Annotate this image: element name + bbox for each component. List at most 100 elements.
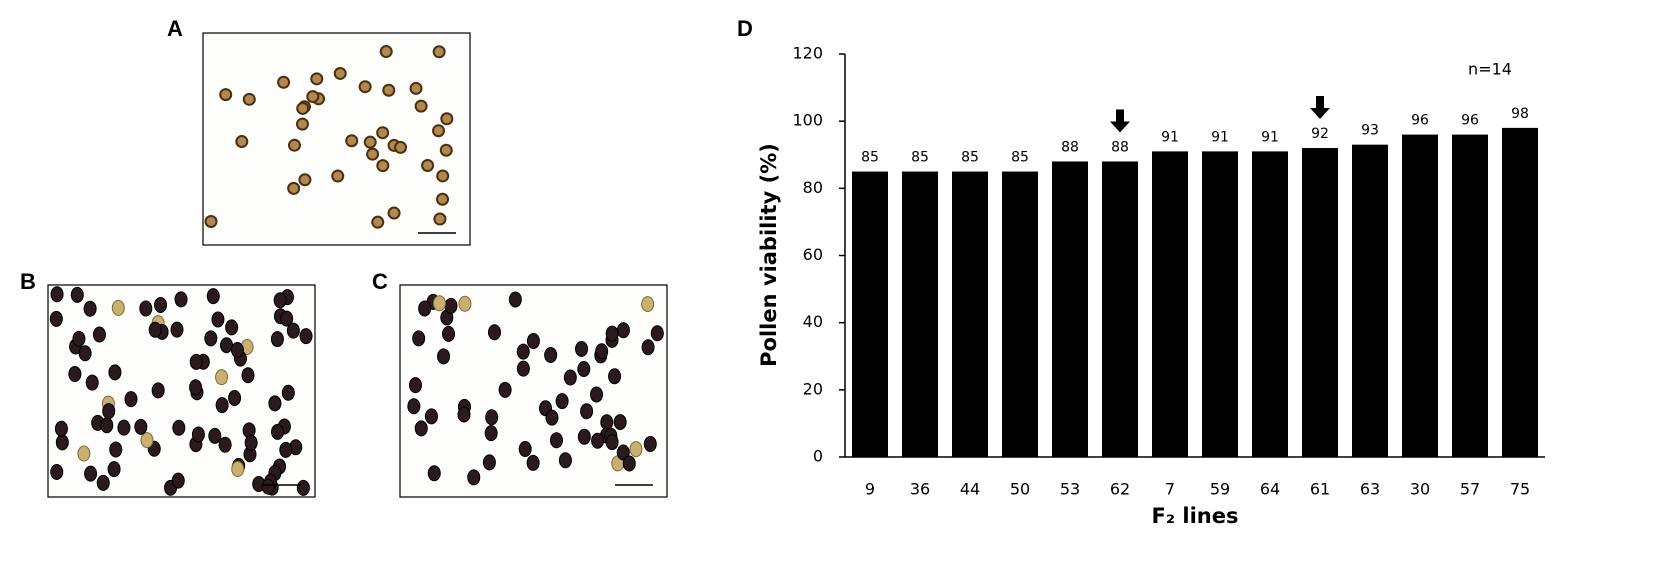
pollen-grain	[622, 455, 636, 472]
pollen-grain	[333, 66, 347, 80]
pollen-grain	[206, 288, 220, 305]
pollen-grain	[563, 369, 577, 386]
x-tick-label: 59	[1210, 480, 1230, 499]
pollen-grain	[287, 181, 301, 195]
pollen-grain	[432, 45, 446, 59]
pollen-grain	[440, 112, 454, 126]
value-label: 88	[1061, 139, 1079, 155]
x-tick-label: 50	[1010, 480, 1030, 499]
pollen-grain	[424, 408, 438, 425]
pollen-grain	[273, 292, 287, 309]
pollen-grain	[220, 337, 234, 354]
pollen-grain	[580, 403, 594, 420]
pollen-grain	[577, 361, 591, 378]
pollen-grain	[54, 420, 68, 437]
pollen-grain	[299, 328, 313, 345]
x-tick-label: 61	[1310, 480, 1330, 499]
x-tick-label: 57	[1460, 480, 1480, 499]
pollen-grain	[544, 346, 558, 363]
pollen-grain	[244, 434, 258, 451]
pollen-grain	[310, 72, 324, 86]
pollen-grain	[298, 173, 312, 187]
bar	[1302, 148, 1338, 458]
arrow	[1310, 96, 1330, 120]
pollen-grain	[140, 432, 154, 449]
x-tick-label: 44	[960, 480, 980, 499]
bar	[902, 171, 938, 457]
value-label: 96	[1461, 113, 1479, 129]
pollen-grain	[219, 88, 233, 102]
pollen-grain	[484, 425, 498, 442]
pollen-grain	[154, 296, 168, 313]
pollen-grain	[590, 386, 604, 403]
x-tick-label: 30	[1410, 480, 1430, 499]
pollen-grain	[96, 474, 110, 491]
pollen-grain	[228, 390, 242, 407]
pollen-grain	[433, 212, 447, 226]
bar	[1202, 151, 1238, 457]
pollen-grain	[211, 311, 225, 328]
pollen-grain	[296, 479, 310, 496]
y-axis-title: Pollen viability (%)	[757, 143, 781, 367]
pollen-grain	[215, 369, 229, 386]
value-label: 85	[961, 150, 979, 166]
pollen-grain	[608, 368, 622, 385]
pollen-grain	[204, 214, 218, 228]
pollen-grain	[191, 426, 205, 443]
pollen-grain	[605, 434, 619, 451]
x-tick-label: 62	[1110, 480, 1130, 499]
pollen-grain	[387, 206, 401, 220]
micrograph	[47, 284, 316, 498]
panel-label: B	[20, 269, 36, 294]
pollen-grain	[444, 297, 458, 314]
pollen-grain	[366, 147, 380, 161]
pollen-grain	[270, 331, 284, 348]
pollen-grain	[107, 461, 121, 478]
pollen-grain	[331, 169, 345, 183]
bar	[1452, 134, 1488, 457]
bar	[852, 171, 888, 457]
pollen-grain	[629, 441, 643, 458]
pollen-grain	[124, 391, 138, 408]
pollen-grain	[414, 420, 428, 437]
pollen-grain	[427, 465, 441, 482]
pollen-grain	[277, 75, 291, 89]
bar	[1002, 171, 1038, 457]
pollen-grain	[84, 465, 98, 482]
pollen-grain	[55, 434, 69, 451]
pollen-grain	[111, 299, 125, 316]
pollen-grain	[286, 322, 300, 339]
pollen-grain	[77, 445, 91, 462]
pollen-grain	[432, 124, 446, 138]
pollen-grain	[108, 364, 122, 381]
pollen-grain	[225, 319, 239, 336]
pollen-grain	[172, 419, 186, 436]
pollen-grain	[549, 432, 563, 449]
pollen-grain	[208, 427, 222, 444]
pollen-grain	[641, 339, 655, 356]
pollen-grain	[613, 414, 627, 431]
x-tick-label: 9	[865, 480, 875, 499]
pollen-grain	[432, 295, 446, 312]
pollen-grain	[242, 92, 256, 106]
pollen-grain	[605, 325, 619, 342]
pollen-grain	[204, 330, 218, 347]
bar	[1102, 161, 1138, 457]
arrow	[1110, 109, 1130, 133]
pollen-grain	[49, 310, 63, 327]
pollen-grain	[139, 300, 153, 317]
pollen-grain	[174, 291, 188, 308]
pollen-grain	[482, 454, 496, 471]
panel-label: C	[372, 269, 388, 294]
pollen-grain	[215, 397, 229, 414]
annotation: n=14	[1468, 60, 1512, 79]
y-tick-label: 0	[813, 447, 823, 466]
value-label: 85	[911, 150, 929, 166]
pollen-grain	[268, 395, 282, 412]
pollen-grain	[516, 360, 530, 377]
bar	[1052, 161, 1088, 457]
pollen-grain	[148, 321, 162, 338]
pollen-grain	[436, 169, 450, 183]
pollen-grain	[488, 324, 502, 341]
